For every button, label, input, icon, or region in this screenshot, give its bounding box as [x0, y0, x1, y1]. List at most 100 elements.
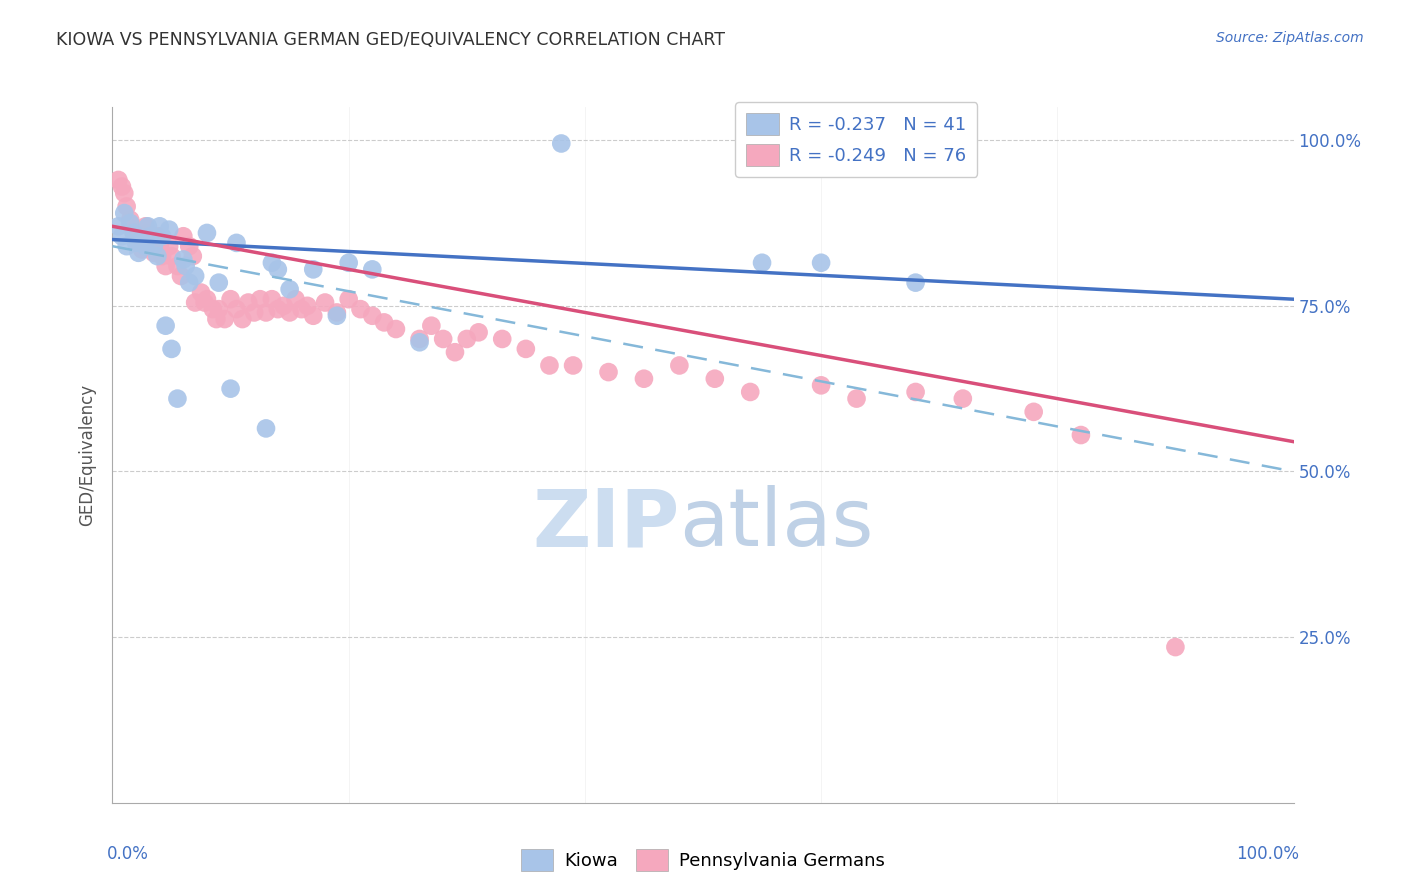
Point — [284, 292, 307, 306]
Point — [112, 186, 135, 201]
Point — [125, 229, 148, 244]
Point — [195, 292, 218, 306]
Point — [703, 372, 725, 386]
Point — [179, 276, 201, 290]
Point — [278, 282, 301, 296]
Point — [273, 299, 295, 313]
Point — [146, 249, 169, 263]
Point — [184, 268, 207, 283]
Point — [184, 295, 207, 310]
Point — [136, 219, 159, 234]
Point — [179, 239, 201, 253]
Point — [136, 226, 159, 240]
Point — [172, 229, 194, 244]
Point — [111, 179, 134, 194]
Point — [150, 229, 173, 244]
Point — [160, 342, 183, 356]
Point — [633, 372, 655, 386]
Point — [127, 245, 149, 260]
Point — [120, 216, 142, 230]
Point — [139, 229, 162, 244]
Point — [219, 292, 242, 306]
Point — [238, 295, 260, 310]
Point — [155, 259, 177, 273]
Legend: Kiowa, Pennsylvania Germans: Kiowa, Pennsylvania Germans — [513, 842, 893, 879]
Point — [444, 345, 467, 359]
Point — [598, 365, 620, 379]
Point — [952, 392, 974, 406]
Point — [302, 309, 325, 323]
Point — [157, 222, 180, 236]
Point — [260, 256, 283, 270]
Point — [160, 249, 183, 263]
Point — [174, 259, 197, 273]
Point — [491, 332, 513, 346]
Point — [254, 421, 277, 435]
Point — [302, 262, 325, 277]
Point — [181, 249, 204, 263]
Point — [122, 226, 145, 240]
Point — [131, 243, 153, 257]
Point — [845, 392, 868, 406]
Point — [243, 305, 266, 319]
Point — [155, 318, 177, 333]
Point — [550, 136, 572, 151]
Point — [373, 315, 395, 329]
Point — [432, 332, 454, 346]
Point — [361, 309, 384, 323]
Point — [111, 229, 134, 244]
Point — [1164, 640, 1187, 654]
Point — [208, 276, 231, 290]
Point — [267, 262, 290, 277]
Point — [166, 392, 188, 406]
Text: Source: ZipAtlas.com: Source: ZipAtlas.com — [1216, 31, 1364, 45]
Point — [361, 262, 384, 277]
Point — [668, 359, 690, 373]
Point — [408, 335, 430, 350]
Point — [115, 239, 138, 253]
Point — [107, 219, 129, 234]
Point — [125, 235, 148, 250]
Point — [314, 295, 336, 310]
Point — [349, 302, 371, 317]
Point — [515, 342, 537, 356]
Point — [254, 305, 277, 319]
Text: atlas: atlas — [679, 485, 873, 564]
Point — [467, 326, 489, 340]
Point — [170, 268, 193, 283]
Point — [205, 312, 228, 326]
Point — [146, 229, 169, 244]
Point — [157, 239, 180, 253]
Point — [149, 239, 172, 253]
Point — [260, 292, 283, 306]
Point — [456, 332, 478, 346]
Point — [420, 318, 443, 333]
Point — [112, 206, 135, 220]
Point — [231, 312, 253, 326]
Point — [740, 384, 762, 399]
Point — [172, 252, 194, 267]
Point — [904, 276, 927, 290]
Point — [219, 382, 242, 396]
Point — [149, 219, 172, 234]
Point — [142, 239, 165, 253]
Point — [190, 285, 212, 300]
Point — [538, 359, 561, 373]
Point — [751, 256, 773, 270]
Point — [135, 239, 157, 253]
Point — [278, 305, 301, 319]
Point — [297, 299, 319, 313]
Point — [107, 173, 129, 187]
Point — [225, 235, 247, 250]
Point — [115, 199, 138, 213]
Point — [1022, 405, 1045, 419]
Text: 100.0%: 100.0% — [1236, 845, 1299, 863]
Point — [195, 226, 218, 240]
Point — [150, 249, 173, 263]
Point — [267, 302, 290, 317]
Point — [139, 235, 162, 250]
Legend: R = -0.237   N = 41, R = -0.249   N = 76: R = -0.237 N = 41, R = -0.249 N = 76 — [735, 103, 977, 177]
Point — [225, 302, 247, 317]
Point — [904, 384, 927, 399]
Point — [127, 235, 149, 250]
